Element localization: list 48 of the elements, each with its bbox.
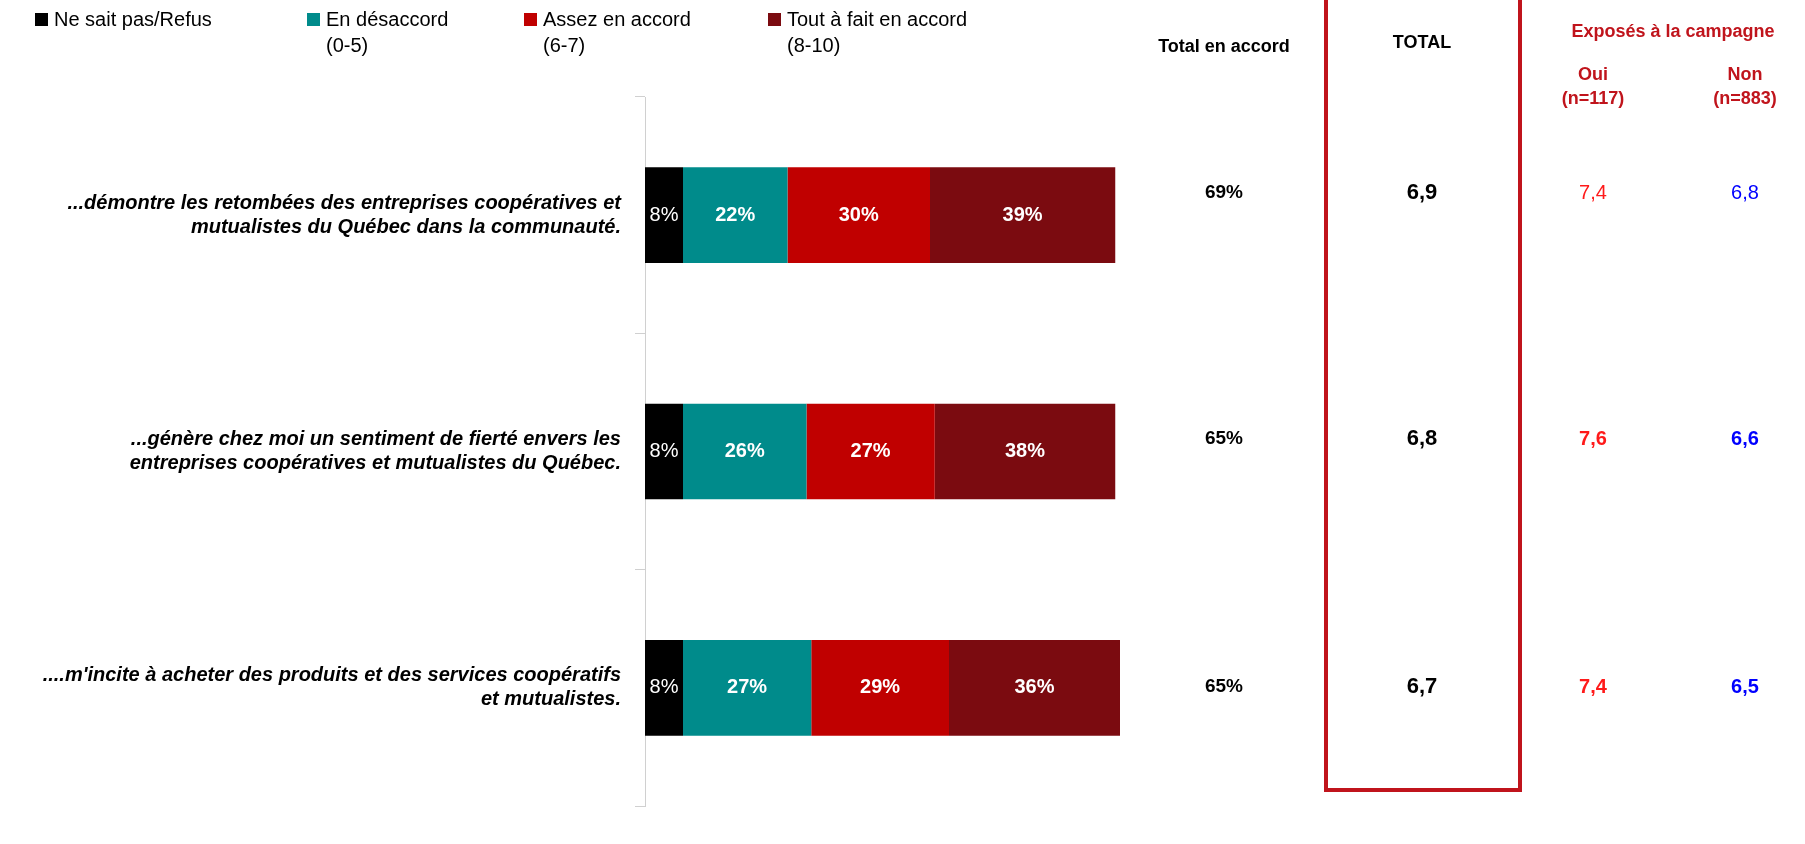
legend-label: Ne sait pas/Refus (54, 7, 212, 32)
bar (683, 639, 812, 736)
bar (811, 639, 949, 736)
text: 6,9 (1406, 179, 1438, 206)
bar (934, 403, 1116, 500)
text: Total en accord (1158, 35, 1290, 57)
text: 6,5 (1731, 674, 1759, 698)
data-label: 38% (1004, 439, 1046, 462)
data-label: 26% (724, 439, 765, 462)
data-label: 22% (715, 202, 756, 225)
bar (645, 639, 683, 736)
bar (645, 403, 683, 500)
text: 6,6 (1731, 426, 1759, 449)
data-label: 27% (727, 675, 768, 698)
text: Non (n=883) (1713, 63, 1777, 110)
y-tick-label: ...génère chez moi un sentiment de fierté envers les entreprises coopératives et mutualistes du Québec. (129, 427, 621, 474)
bar (683, 167, 788, 264)
bar (683, 403, 807, 500)
data-label: 30% (838, 202, 879, 225)
legend-label: Tout à fait en accord (8-10) (787, 7, 968, 58)
legend-label: Assez en accord (6-7) (543, 7, 691, 58)
text: Oui (n=117) (1561, 63, 1625, 110)
bar (949, 639, 1120, 736)
bar (930, 167, 1116, 264)
text: 65% (1204, 674, 1244, 697)
data-label: 8% (649, 675, 679, 698)
data-label: 39% (1002, 202, 1043, 225)
data-label: 27% (850, 439, 891, 462)
text: Exposés à la campagne (1571, 20, 1775, 42)
text: 65% (1204, 426, 1244, 449)
bar (806, 403, 935, 500)
data-label: 8% (649, 439, 679, 462)
data-label: 29% (860, 675, 901, 698)
text: 7,4 (1579, 674, 1607, 698)
legend-label: En désaccord (0-5) (326, 7, 449, 58)
data-label: 8% (649, 202, 679, 225)
text: TOTAL (1392, 31, 1452, 53)
text: 7,4 (1579, 180, 1607, 204)
y-tick-label: ...démontre les retombées des entreprises coopératives et mutualistes du Québec dans la communauté. (67, 190, 623, 237)
text: 6,8 (1406, 424, 1438, 451)
text: 69% (1204, 181, 1244, 204)
bar (645, 167, 683, 264)
y-tick-label: ....m'incite à acheter des produits et des services coopératifs et mutualistes. (42, 663, 621, 710)
data-label: 36% (1014, 675, 1055, 698)
text: 7,6 (1579, 426, 1607, 449)
text: 6,8 (1731, 180, 1759, 204)
text: 6,7 (1406, 672, 1438, 699)
bar (787, 167, 930, 264)
